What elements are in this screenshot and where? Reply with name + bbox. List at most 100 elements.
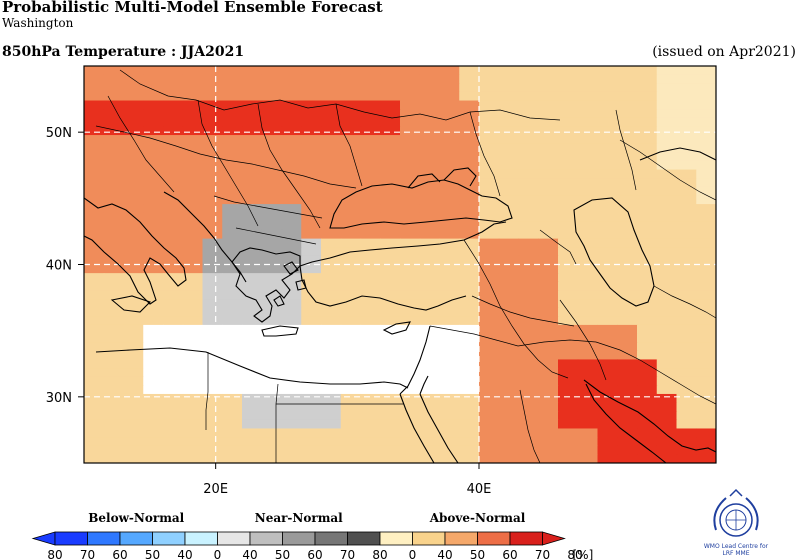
probability-cell bbox=[419, 376, 441, 386]
probability-cell bbox=[479, 229, 500, 240]
legend: 80 70 60 50 40 0 40 50 60 70 80 0 40 50 60 70 80[%]Below… bbox=[31, 511, 593, 560]
probability-cell bbox=[143, 402, 164, 412]
probability-cell bbox=[281, 411, 302, 421]
probability-cell bbox=[577, 66, 599, 76]
probability-cell bbox=[360, 83, 381, 93]
probability-cell bbox=[182, 454, 204, 463]
probability-cell bbox=[242, 419, 263, 430]
probability-cell bbox=[419, 126, 441, 136]
probability-cell bbox=[261, 152, 283, 162]
probability-cell bbox=[577, 255, 599, 266]
probability-cell bbox=[439, 428, 460, 438]
probability-cell bbox=[400, 402, 421, 412]
probability-cell bbox=[439, 117, 460, 128]
probability-cell bbox=[321, 83, 342, 93]
probability-cell bbox=[301, 255, 322, 266]
probability-cell bbox=[696, 376, 716, 386]
probability-cell bbox=[498, 195, 520, 205]
probability-cell bbox=[400, 83, 421, 93]
probability-cell bbox=[538, 126, 559, 136]
probability-cell bbox=[479, 411, 500, 421]
probability-cell bbox=[242, 290, 263, 300]
probability-cell bbox=[340, 402, 362, 412]
probability-cell bbox=[301, 143, 322, 153]
probability-cell bbox=[518, 238, 539, 248]
probability-cell bbox=[656, 247, 678, 257]
probability-cell bbox=[103, 186, 125, 197]
probability-cell bbox=[202, 109, 223, 119]
probability-cell bbox=[123, 221, 144, 231]
probability-cell bbox=[242, 186, 263, 197]
probability-cell bbox=[242, 100, 263, 110]
probability-cell bbox=[419, 324, 441, 335]
probability-cell bbox=[84, 411, 105, 421]
probability-cell bbox=[637, 342, 658, 352]
probability-cell bbox=[202, 350, 223, 361]
probability-cell bbox=[696, 411, 716, 421]
probability-cell bbox=[577, 247, 599, 257]
probability-cell bbox=[222, 437, 243, 447]
probability-cell bbox=[479, 238, 500, 248]
probability-cell bbox=[321, 428, 342, 438]
probability-cell bbox=[123, 160, 144, 171]
probability-cell bbox=[103, 143, 125, 153]
probability-cell bbox=[518, 66, 539, 76]
probability-cell bbox=[222, 368, 243, 378]
probability-cell bbox=[558, 152, 579, 162]
probability-cell bbox=[301, 83, 322, 93]
probability-cell bbox=[163, 160, 184, 171]
probability-cell bbox=[321, 204, 342, 214]
probability-cell bbox=[143, 204, 164, 214]
probability-cell bbox=[84, 359, 105, 369]
probability-cell bbox=[518, 152, 539, 162]
probability-cell bbox=[301, 135, 322, 145]
probability-cell bbox=[538, 186, 559, 197]
probability-cell bbox=[617, 342, 638, 352]
probability-cell bbox=[123, 316, 144, 326]
probability-cell bbox=[400, 74, 421, 84]
probability-cell bbox=[202, 411, 223, 421]
probability-cell bbox=[656, 419, 678, 430]
probability-cell bbox=[380, 238, 401, 248]
probability-cell bbox=[103, 273, 125, 283]
probability-cell bbox=[597, 221, 618, 231]
probability-cell bbox=[439, 454, 460, 463]
probability-cell bbox=[182, 221, 204, 231]
probability-cell bbox=[419, 212, 441, 222]
probability-cell bbox=[696, 117, 716, 128]
probability-cell bbox=[103, 419, 125, 430]
legend-swatch bbox=[54, 531, 88, 546]
probability-cell bbox=[696, 229, 716, 240]
probability-cell bbox=[617, 324, 638, 335]
probability-cell bbox=[202, 342, 223, 352]
probability-cell bbox=[637, 221, 658, 231]
probability-cell bbox=[617, 290, 638, 300]
probability-cell bbox=[676, 333, 697, 343]
probability-cell bbox=[558, 178, 579, 188]
legend-tick-label: 50 bbox=[470, 548, 485, 560]
probability-cell bbox=[321, 126, 342, 136]
probability-cell bbox=[261, 402, 283, 412]
probability-cell bbox=[439, 385, 460, 395]
probability-cell bbox=[676, 126, 697, 136]
probability-cell bbox=[498, 126, 520, 136]
probability-cell bbox=[143, 152, 164, 162]
probability-cell bbox=[143, 212, 164, 222]
probability-cell bbox=[261, 299, 283, 309]
probability-cell bbox=[558, 83, 579, 93]
probability-cell bbox=[656, 454, 678, 463]
probability-cell bbox=[400, 91, 421, 102]
probability-cell bbox=[419, 91, 441, 102]
probability-cell bbox=[459, 238, 480, 248]
probability-cell bbox=[597, 238, 618, 248]
probability-cell bbox=[301, 169, 322, 179]
probability-cell bbox=[597, 299, 618, 309]
probability-cell bbox=[360, 454, 381, 463]
legend-tick-label: 80 bbox=[47, 548, 62, 560]
probability-cell bbox=[656, 402, 678, 412]
probability-cell bbox=[340, 169, 362, 179]
probability-cell bbox=[538, 255, 559, 266]
probability-cell bbox=[617, 238, 638, 248]
probability-cell bbox=[242, 178, 263, 188]
probability-cell bbox=[261, 350, 283, 361]
